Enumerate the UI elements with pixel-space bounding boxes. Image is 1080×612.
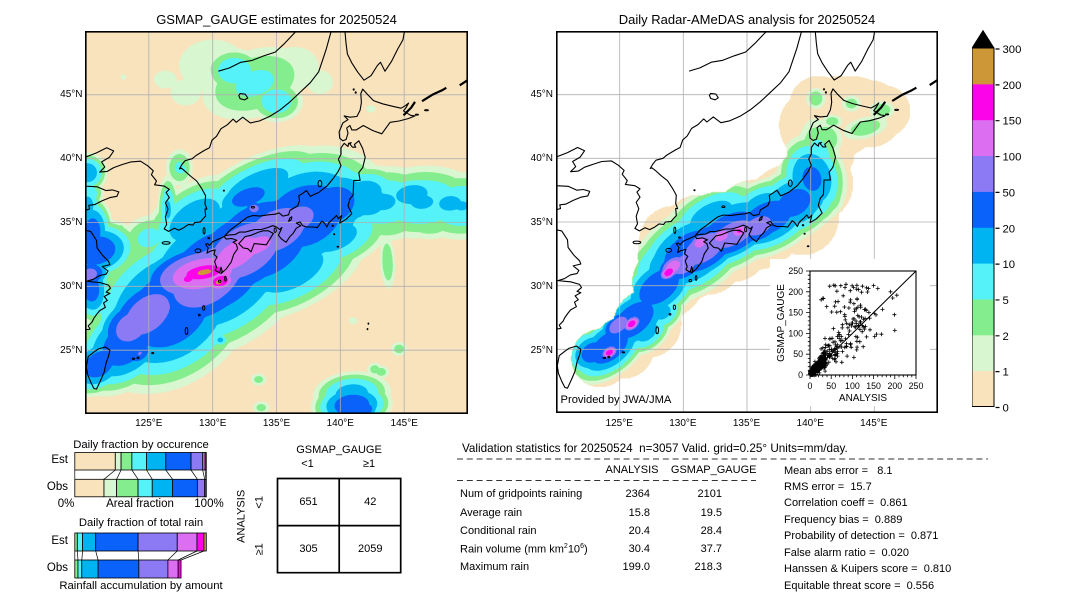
svg-text:GSMAP_GAUGE: GSMAP_GAUGE — [776, 284, 787, 362]
svg-text:200: 200 — [887, 381, 902, 391]
svg-text:ANALYSIS: ANALYSIS — [839, 393, 887, 404]
svg-text:50: 50 — [826, 381, 836, 391]
svg-text:150: 150 — [866, 381, 881, 391]
svg-text:50: 50 — [793, 349, 803, 359]
svg-text:10: 10 — [1002, 259, 1015, 271]
svg-text:0: 0 — [1002, 403, 1008, 415]
svg-text:250: 250 — [909, 381, 924, 391]
svg-text:100: 100 — [1002, 152, 1021, 164]
svg-text:0: 0 — [808, 381, 813, 391]
svg-text:0: 0 — [798, 370, 803, 380]
svg-text:50: 50 — [1002, 187, 1015, 199]
svg-text:200: 200 — [788, 287, 803, 297]
svg-text:20: 20 — [1002, 223, 1015, 235]
svg-text:150: 150 — [788, 308, 803, 318]
svg-text:250: 250 — [788, 266, 803, 276]
svg-text:150: 150 — [1002, 116, 1021, 128]
svg-text:300: 300 — [1002, 44, 1021, 56]
svg-text:2: 2 — [1002, 331, 1008, 343]
svg-text:5: 5 — [1002, 295, 1008, 307]
svg-text:100: 100 — [845, 381, 860, 391]
svg-text:200: 200 — [1002, 80, 1021, 92]
svg-text:100: 100 — [788, 328, 803, 338]
svg-text:1: 1 — [1002, 367, 1008, 379]
